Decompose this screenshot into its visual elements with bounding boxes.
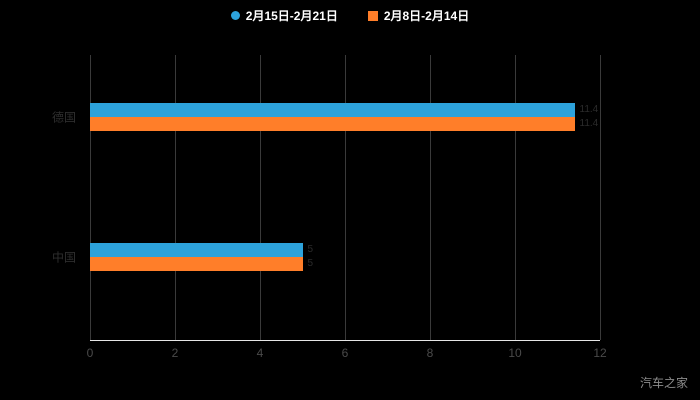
legend-label-series1: 2月15日-2月21日	[245, 9, 338, 23]
gridline	[345, 55, 346, 340]
gridline	[515, 55, 516, 340]
watermark: 汽车之家	[639, 376, 688, 390]
value-label: 11.4	[579, 104, 599, 115]
legend-item-series1[interactable]: 2月15日-2月21日	[230, 7, 338, 24]
legend: 2月15日-2月21日 2月8日-2月14日	[0, 7, 700, 24]
plot-area: 0 2 4 6 8 10 12 11.4 11.4 德国 5 5 中国	[52, 55, 607, 360]
gridline	[430, 55, 431, 340]
bar-中国-series1[interactable]	[90, 243, 303, 257]
bar-德国-series1[interactable]	[90, 103, 575, 117]
y-category-label: 中国	[51, 250, 76, 265]
x-tick-label: 0	[86, 346, 94, 360]
gridline	[175, 55, 176, 340]
value-label: 11.4	[579, 118, 599, 129]
gridline	[90, 55, 91, 340]
gridline	[600, 55, 601, 340]
x-tick-label: 10	[508, 346, 522, 360]
x-tick-label: 8	[426, 346, 434, 360]
x-tick-label: 12	[593, 346, 607, 360]
x-tick-label: 2	[171, 346, 179, 360]
legend-item-series2[interactable]: 2月8日-2月14日	[367, 7, 470, 24]
bar-德国-series2[interactable]	[90, 117, 575, 131]
gridline	[260, 55, 261, 340]
legend-label-series2: 2月8日-2月14日	[383, 9, 470, 23]
bar-中国-series2[interactable]	[90, 257, 303, 271]
x-tick-label: 4	[256, 346, 264, 360]
value-label: 5	[307, 258, 314, 269]
y-category-label: 德国	[51, 110, 76, 125]
value-label: 5	[307, 244, 314, 255]
legend-dot-icon	[230, 11, 240, 20]
x-tick-label: 6	[341, 346, 349, 360]
legend-square-icon	[367, 10, 378, 21]
